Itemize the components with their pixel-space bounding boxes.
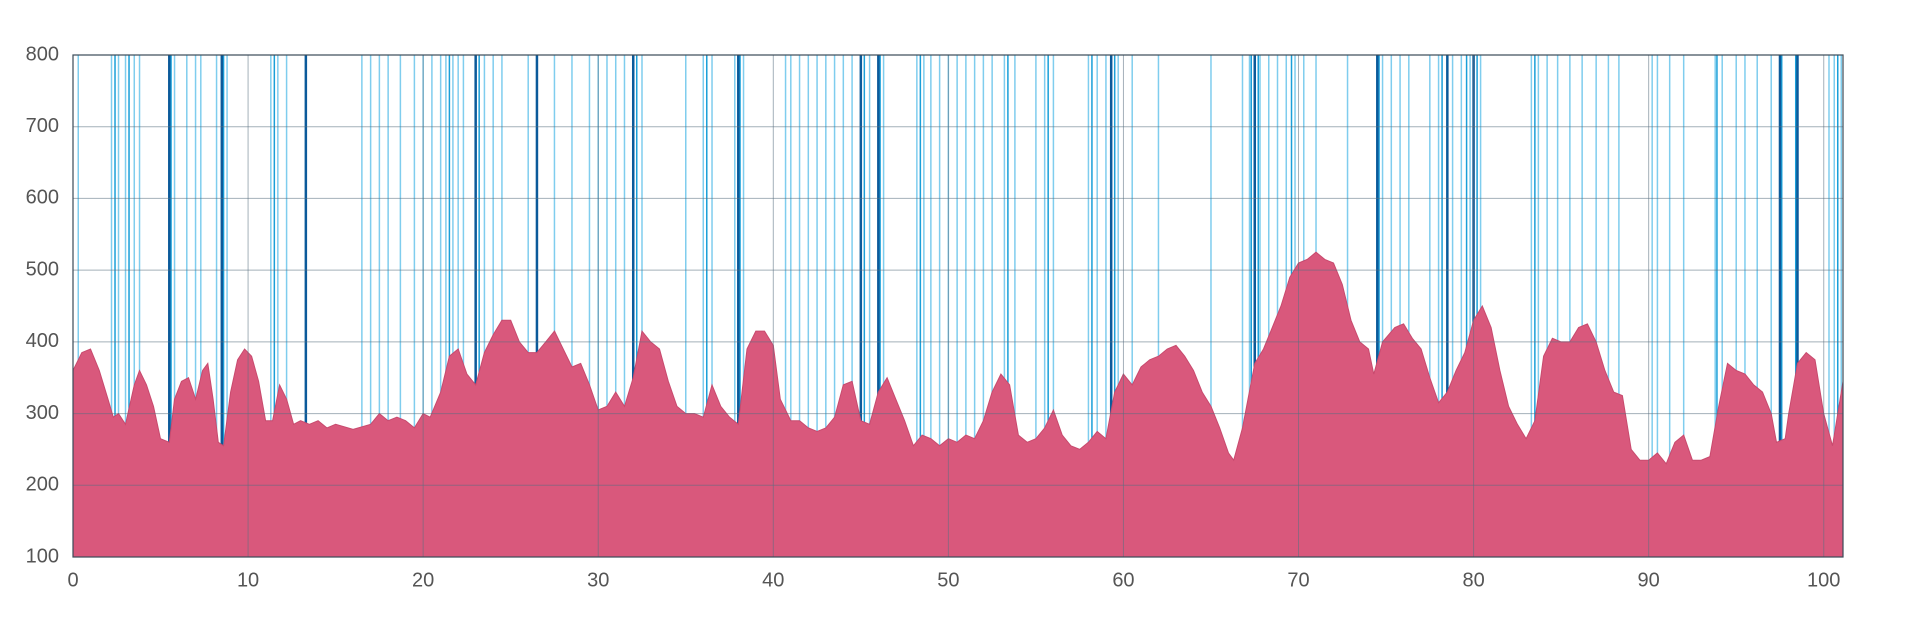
- x-tick-label: 40: [762, 569, 784, 591]
- x-tick-label: 80: [1462, 569, 1484, 591]
- x-tick-label: 20: [412, 569, 434, 591]
- y-tick-label: 300: [26, 402, 59, 424]
- x-tick-label: 100: [1807, 569, 1840, 591]
- y-tick-label: 500: [26, 258, 59, 280]
- x-tick-label: 10: [237, 569, 259, 591]
- x-tick-label: 30: [587, 569, 609, 591]
- elevation-area: [72, 251, 1844, 558]
- x-tick-label: 50: [937, 569, 959, 591]
- x-tick-label: 90: [1638, 569, 1660, 591]
- x-tick-label: 60: [1112, 569, 1134, 591]
- y-tick-label: 400: [26, 330, 59, 352]
- x-tick-label: 0: [67, 569, 78, 591]
- x-tick-label: 70: [1287, 569, 1309, 591]
- y-tick-label: 200: [26, 474, 59, 496]
- y-tick-label: 800: [26, 43, 59, 65]
- y-tick-label: 100: [26, 545, 59, 567]
- y-tick-label: 700: [26, 115, 59, 137]
- plot-frame: [72, 54, 1844, 558]
- y-tick-label: 600: [26, 187, 59, 209]
